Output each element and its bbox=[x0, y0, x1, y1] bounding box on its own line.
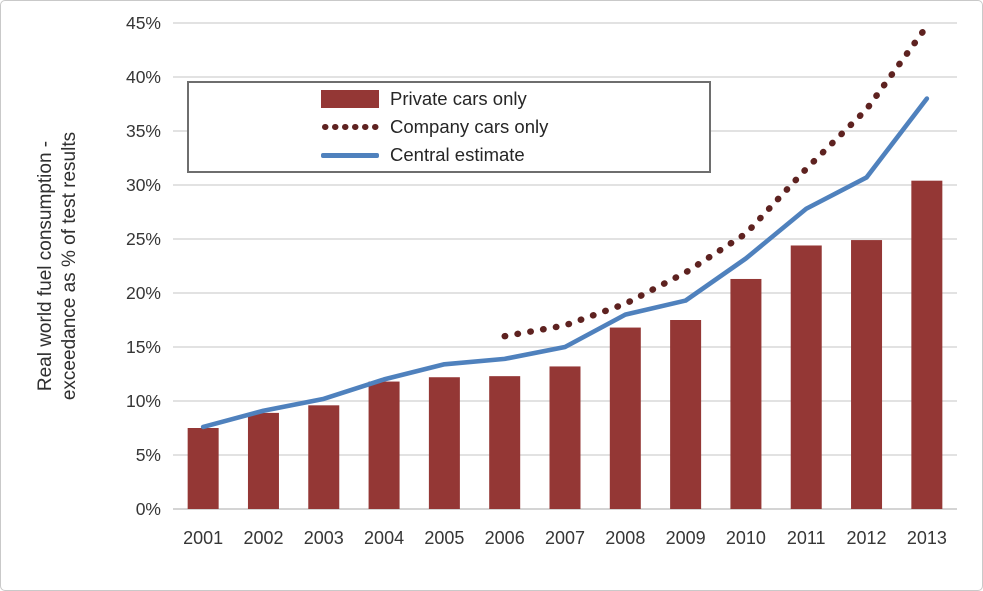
y-tick-label: 40% bbox=[126, 67, 161, 87]
y-tick-label: 5% bbox=[136, 445, 161, 465]
legend-label: Central estimate bbox=[390, 144, 525, 165]
bar-2007 bbox=[549, 366, 581, 509]
legend-item-company-cars: Company cars only bbox=[321, 115, 709, 139]
legend-item-private-cars: Private cars only bbox=[321, 87, 709, 111]
y-axis-title-line1: Real world fuel consumption - bbox=[35, 140, 56, 392]
bar-2012 bbox=[851, 240, 883, 509]
x-axis-label: 2012 bbox=[847, 528, 887, 548]
central-estimate-line bbox=[200, 96, 930, 430]
x-axis-label: 2004 bbox=[364, 528, 404, 548]
x-axis-label: 2013 bbox=[907, 528, 947, 548]
legend-label: Private cars only bbox=[390, 88, 527, 109]
x-axis-label: 2011 bbox=[787, 528, 826, 548]
x-axis-label: 2007 bbox=[545, 528, 585, 548]
x-axis-label: 2001 bbox=[183, 528, 223, 548]
bar-2011 bbox=[790, 245, 822, 510]
y-tick-label: 25% bbox=[126, 229, 161, 249]
y-tick-label: 20% bbox=[126, 283, 161, 303]
legend-label: Company cars only bbox=[390, 116, 549, 137]
dotted-line-swatch-icon bbox=[321, 123, 379, 131]
bar-2001 bbox=[187, 428, 219, 509]
y-tick-label: 15% bbox=[126, 337, 161, 357]
bar-2008 bbox=[609, 327, 641, 509]
y-axis-title: Real world fuel consumption - exceedance… bbox=[34, 132, 82, 400]
bar-2010 bbox=[730, 278, 762, 509]
bar-2002 bbox=[247, 412, 279, 509]
x-axis-label: 2002 bbox=[243, 528, 283, 548]
y-axis-title-line2: exceedance as % of test results bbox=[59, 131, 80, 401]
bar-2003 bbox=[308, 405, 340, 509]
legend-item-central-estimate: Central estimate bbox=[321, 143, 709, 167]
x-axis-label: 2006 bbox=[485, 528, 525, 548]
x-axis-label: 2009 bbox=[666, 528, 706, 548]
y-tick-label: 10% bbox=[126, 391, 161, 411]
y-tick-label: 45% bbox=[126, 13, 161, 33]
bar-swatch-icon bbox=[321, 90, 379, 108]
x-axis-label: 2008 bbox=[605, 528, 645, 548]
x-axis-label: 2003 bbox=[304, 528, 344, 548]
y-tick-label: 35% bbox=[126, 121, 161, 141]
y-tick-label: 0% bbox=[136, 499, 161, 519]
solid-line-swatch-icon bbox=[321, 152, 379, 158]
x-axis-label: 2005 bbox=[424, 528, 464, 548]
x-axis-label: 2010 bbox=[726, 528, 766, 548]
bar-2004 bbox=[368, 381, 400, 509]
bar-2009 bbox=[670, 320, 702, 509]
bar-2013 bbox=[911, 180, 943, 509]
y-tick-label: 30% bbox=[126, 175, 161, 195]
legend: Private cars only Company cars only Cent… bbox=[187, 81, 711, 173]
bar-2005 bbox=[428, 377, 460, 509]
bar-2006 bbox=[489, 376, 521, 509]
